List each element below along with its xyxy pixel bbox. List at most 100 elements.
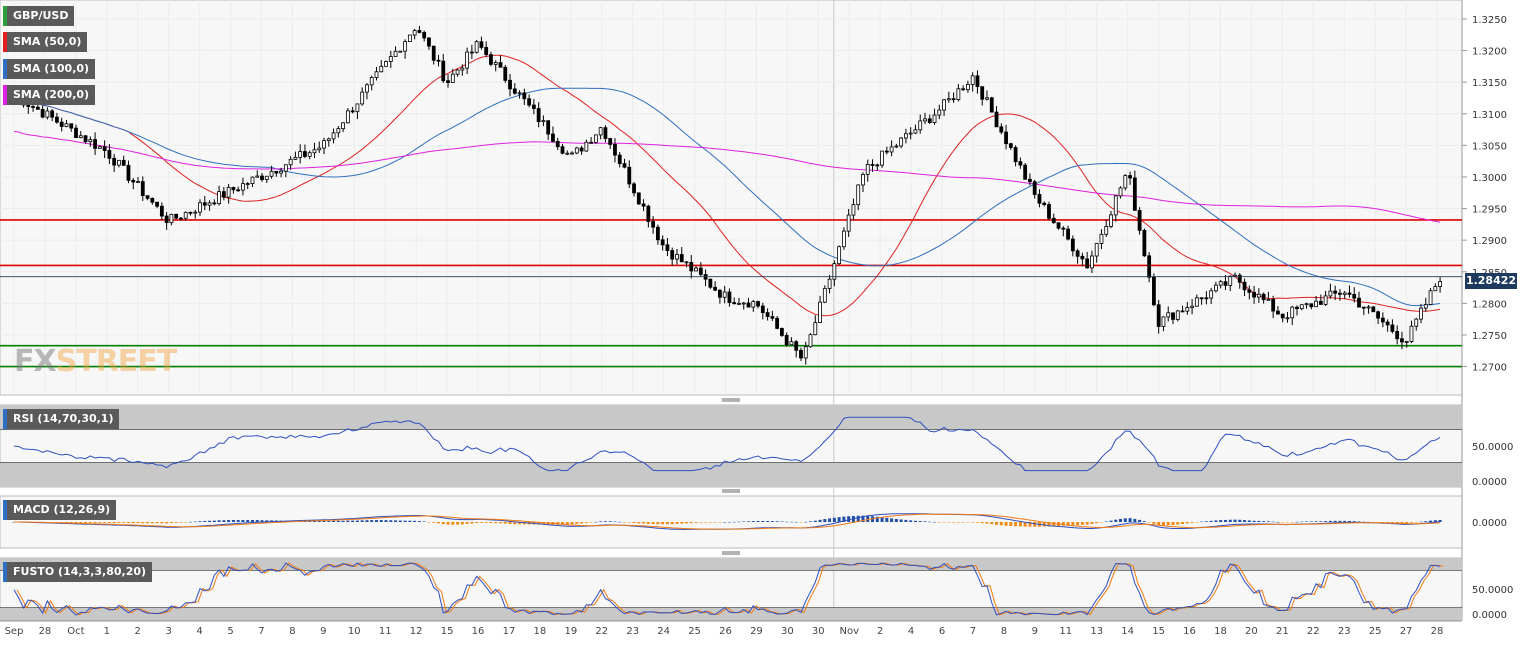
macd-histogram-bar [675, 522, 679, 524]
legend-fusto[interactable]: FUSTO (14,3,3,80,20) [3, 562, 153, 582]
candle-body [975, 75, 980, 88]
macd-histogram-bar [565, 522, 569, 525]
candle-body [1051, 217, 1056, 224]
y-tick-label: 1.2950 [1472, 205, 1507, 216]
macd-histogram-bar [880, 517, 884, 522]
candle-body [1090, 255, 1094, 269]
macd-histogram-bar [775, 521, 779, 522]
macd-histogram-bar [961, 522, 965, 523]
macd-histogram-bar [1376, 522, 1380, 523]
candle-body [293, 156, 298, 160]
macd-histogram-bar [1104, 521, 1108, 522]
main-panel-bg [0, 0, 1463, 396]
legend-sma-50[interactable]: SMA (50,0) [3, 32, 88, 52]
candle-body [207, 202, 212, 206]
macd-histogram-bar [236, 520, 240, 522]
candle-body [904, 133, 908, 139]
candle-body [317, 147, 322, 151]
candle-body [937, 109, 942, 116]
candle-body [126, 164, 131, 181]
macd-histogram-bar [828, 518, 832, 522]
macd-histogram-bar [1014, 522, 1018, 527]
candle-body [627, 166, 632, 185]
candle-body [1008, 143, 1013, 148]
macd-histogram-bar [1309, 521, 1313, 522]
candle-body [145, 195, 150, 199]
candle-body [1295, 306, 1299, 310]
candle-body [121, 159, 126, 166]
candle-body [551, 133, 555, 142]
legend-sma-200[interactable]: SMA (200,0) [3, 85, 96, 105]
macd-histogram-bar [417, 521, 421, 522]
candle-body [422, 32, 427, 39]
macd-histogram-bar [79, 522, 83, 524]
x-tick-label: 12 [410, 626, 423, 637]
macd-histogram-bar [441, 522, 445, 525]
candle-body [689, 262, 694, 272]
candle-body [741, 302, 746, 305]
candle-body [159, 205, 164, 217]
legend-title[interactable]: GBP/USD [3, 6, 75, 26]
candle-body [398, 50, 403, 53]
legend-sma-100[interactable]: SMA (100,0) [3, 59, 96, 79]
x-tick-label: 15 [1152, 626, 1165, 637]
candle-body [407, 34, 412, 42]
macd-histogram-bar [1219, 520, 1223, 522]
macd-histogram-bar [389, 520, 393, 522]
candle-body [31, 106, 35, 108]
candle-body [1194, 297, 1199, 307]
macd-panel-bg [0, 495, 1463, 549]
macd-histogram-bar [1262, 521, 1266, 522]
candle-body [808, 334, 813, 348]
macd-histogram-bar [665, 522, 669, 525]
candle-body [555, 140, 560, 148]
macd-histogram-bar [956, 522, 960, 523]
macd-histogram-bar [188, 521, 192, 523]
macd-histogram-bar [918, 521, 922, 522]
macd-histogram-bar [1395, 522, 1399, 524]
sma-line [13, 87, 1441, 307]
macd-histogram-bar [370, 520, 374, 522]
x-tick-label: 11 [1059, 626, 1072, 637]
x-tick-label: 2 [135, 626, 141, 637]
macd-histogram-bar [1319, 521, 1323, 522]
candle-body [1047, 204, 1051, 219]
macd-histogram-bar [241, 520, 245, 522]
candle-body [97, 146, 102, 149]
macd-histogram-bar [947, 522, 951, 523]
candle-body [450, 73, 455, 84]
candle-body [1171, 312, 1175, 320]
candle-body [946, 98, 951, 101]
legend-rsi[interactable]: RSI (14,70,30,1) [3, 409, 120, 429]
candle-body [665, 244, 670, 251]
candle-body [632, 183, 636, 194]
candle-body [174, 213, 179, 219]
macd-histogram-bar [1076, 522, 1080, 526]
candle-body [1166, 312, 1171, 318]
macd-histogram-bar [780, 521, 784, 522]
macd-histogram-bar [699, 522, 703, 523]
candle-body [756, 301, 760, 307]
candle-body [842, 230, 846, 248]
legend-macd[interactable]: MACD (12,26,9) [3, 500, 117, 520]
candle-body [508, 79, 512, 90]
candle-body [1161, 316, 1166, 327]
candle-body [212, 202, 217, 205]
macd-histogram-bar [484, 522, 488, 523]
macd-histogram-bar [98, 522, 102, 523]
macd-histogram-bar [570, 522, 574, 525]
candle-body [403, 41, 408, 52]
candle-body [1004, 131, 1008, 145]
macd-histogram-bar [122, 522, 126, 523]
macd-histogram-bar [689, 522, 693, 524]
macd-histogram-bar [227, 520, 231, 522]
macd-histogram-bar [766, 521, 770, 522]
macd-histogram-bar [694, 522, 698, 523]
x-tick-label: 28 [1431, 626, 1444, 637]
x-tick-label: 21 [1276, 626, 1289, 637]
macd-histogram-bar [847, 516, 851, 522]
macd-histogram-bar [88, 522, 92, 523]
macd-histogram-bar [747, 521, 751, 522]
candle-body [899, 137, 904, 147]
